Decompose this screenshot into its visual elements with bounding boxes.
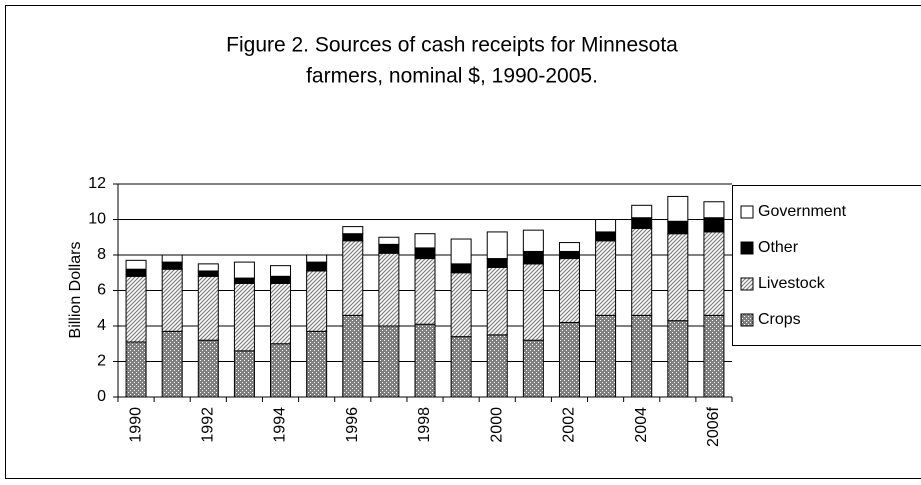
legend-swatch [740, 313, 754, 327]
bar-segment [306, 254, 328, 263]
bar-segment [270, 282, 292, 345]
bar-segment [233, 261, 255, 279]
bar-segment [161, 261, 183, 270]
y-tick-label: 6 [97, 282, 106, 299]
bar-segment [703, 231, 725, 316]
y-axis-label: Billion Dollars [67, 242, 84, 339]
bar-segment [161, 254, 183, 263]
bar-segment [595, 219, 617, 233]
x-tick-label: 1998 [416, 407, 433, 443]
bar-segment [595, 231, 617, 242]
bar-segment [486, 334, 508, 398]
x-tick-label: 2002 [561, 407, 578, 443]
bar-segment [667, 195, 689, 222]
legend-swatch [740, 205, 754, 219]
y-tick-label: 8 [97, 246, 106, 263]
bar-segment [631, 204, 653, 219]
bar-segment [306, 330, 328, 398]
bar-segment [450, 272, 472, 338]
x-tick-label: 2004 [633, 407, 650, 443]
bar-segment [522, 250, 544, 265]
bar-segment [125, 275, 147, 343]
bar-segment [631, 314, 653, 398]
bar-segment [631, 217, 653, 229]
bar-segment [558, 321, 580, 398]
y-tick-label: 10 [88, 211, 106, 228]
bar-segment [450, 238, 472, 265]
chart-subtitle: farmers, nominal $, 1990-2005. [306, 65, 598, 88]
bar-segment [414, 233, 436, 249]
bar-segment [667, 220, 689, 235]
legend-swatch [740, 241, 754, 255]
y-tick-label: 4 [97, 317, 106, 334]
bar-segment [522, 229, 544, 252]
bar-segment [233, 350, 255, 398]
bar-segment [450, 263, 472, 274]
x-tick-label: 1990 [127, 407, 144, 443]
bar-segment [342, 226, 364, 235]
legend-box [732, 185, 921, 346]
bar-segment [378, 325, 400, 398]
x-tick-label: 1992 [200, 407, 217, 443]
legend-label: Other [758, 239, 799, 256]
bar-segment [378, 252, 400, 327]
bar-segment [414, 323, 436, 398]
bar-segment [197, 270, 219, 277]
bar-segment [306, 261, 328, 272]
bar-segment [486, 266, 508, 336]
bar-segment [270, 275, 292, 284]
bar-segment [486, 231, 508, 260]
bar-segment [161, 268, 183, 332]
bar-segment [558, 258, 580, 323]
bar-segment [233, 277, 255, 284]
bar-segment [667, 320, 689, 398]
bar-segment [342, 240, 364, 316]
bar-segment [161, 330, 183, 398]
y-tick-label: 2 [97, 353, 106, 370]
bar-segment [125, 341, 147, 398]
bar-segment [486, 258, 508, 268]
legend-label: Government [758, 203, 847, 220]
bar-segment [342, 233, 364, 242]
bar-segment [125, 259, 147, 270]
bar-segment [703, 217, 725, 233]
bar-segment [197, 339, 219, 398]
x-tick-label: 1994 [272, 407, 289, 443]
bar-segment [378, 236, 400, 245]
bar-segment [522, 339, 544, 398]
x-tick-label: 2000 [488, 407, 505, 443]
bar-segment [233, 282, 255, 352]
legend-swatch [740, 277, 754, 291]
bar-segment [595, 314, 617, 398]
bar-segment [414, 258, 436, 325]
bar-segment [703, 314, 725, 398]
bar-segment [414, 247, 436, 260]
bar-segment [197, 263, 219, 272]
x-tick-label: 2006f [705, 406, 722, 447]
bar-segment [631, 227, 653, 316]
bar-segment [595, 240, 617, 316]
y-tick-label: 12 [88, 175, 106, 192]
bar-segment [450, 336, 472, 398]
bar-segment [125, 268, 147, 277]
bar-segment [306, 270, 328, 332]
bar-segment [270, 265, 292, 277]
chart-title: Figure 2. Sources of cash receipts for M… [226, 34, 678, 57]
bar-segment [558, 250, 580, 260]
y-tick-label: 0 [97, 388, 106, 405]
bar-segment [378, 243, 400, 254]
bar-segment [270, 343, 292, 398]
bar-segment [522, 263, 544, 341]
bar-segment [342, 314, 364, 398]
x-tick-label: 1996 [344, 407, 361, 443]
bar-segment [558, 242, 580, 252]
bar-segment [197, 275, 219, 341]
legend-label: Livestock [758, 275, 826, 292]
bar-segment [667, 233, 689, 322]
legend-label: Crops [758, 311, 801, 328]
bar-segment [703, 201, 725, 219]
